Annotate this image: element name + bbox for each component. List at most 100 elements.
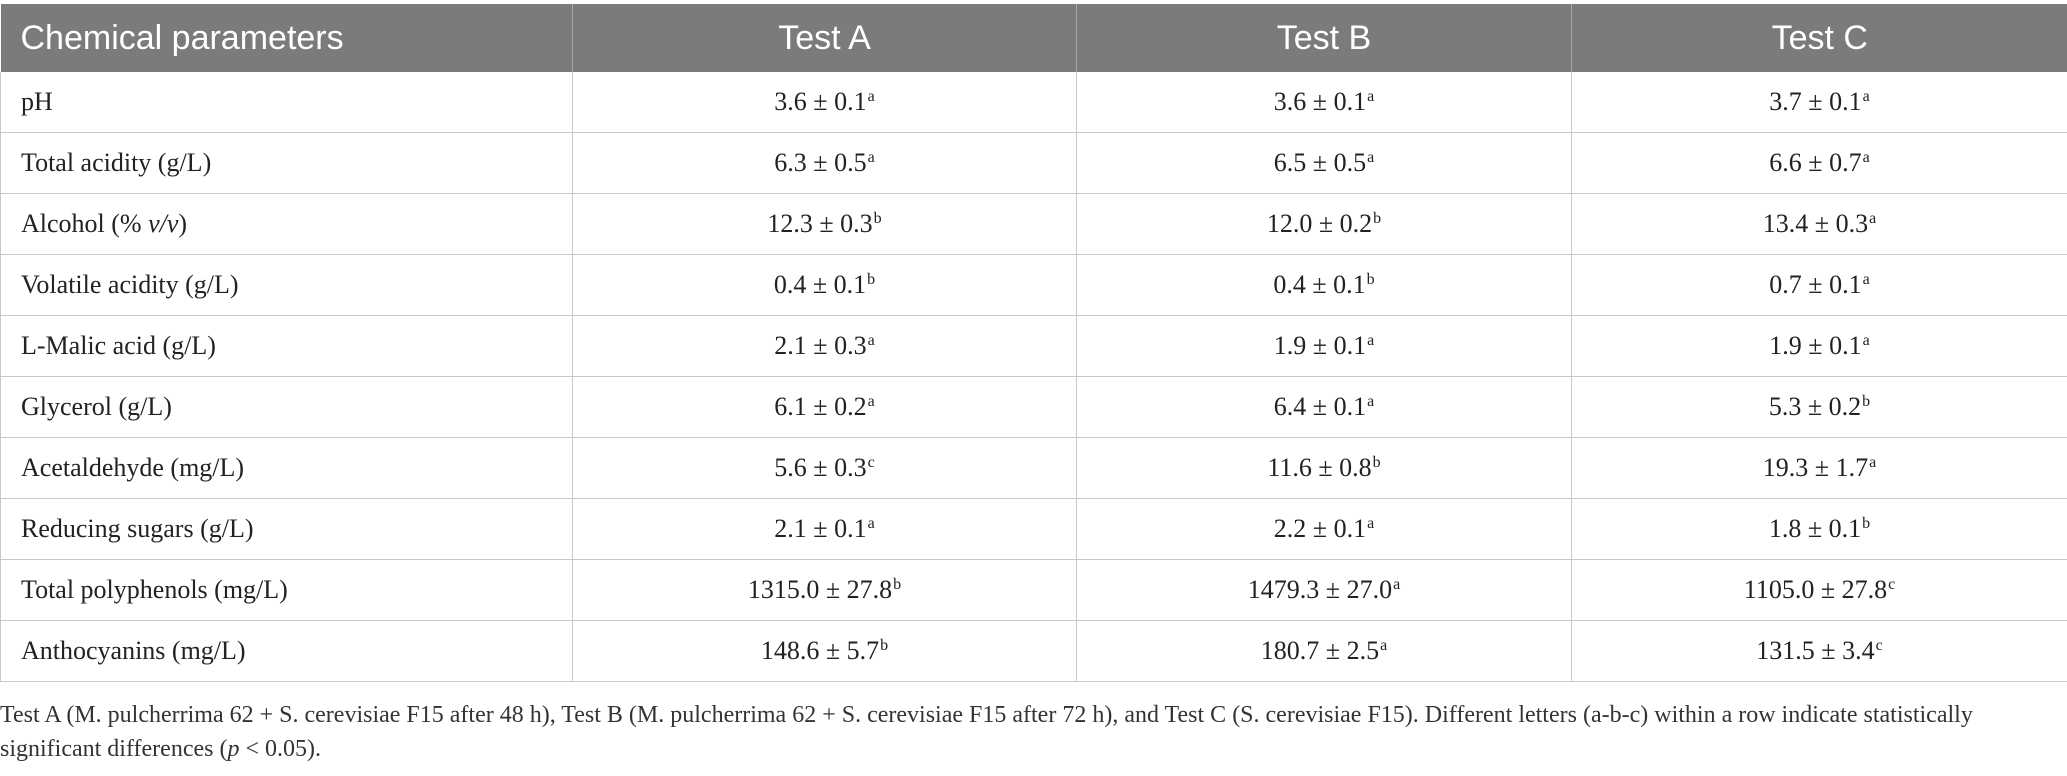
value-text: 2.1 ± 0.1	[774, 514, 867, 543]
value-text: 1.9 ± 0.1	[1769, 331, 1862, 360]
value-text: 12.3 ± 0.3	[767, 209, 873, 238]
value-text: 2.2 ± 0.1	[1273, 514, 1367, 543]
parameter-cell: Alcohol (% v/v)	[0, 193, 573, 255]
significance-letter: b	[873, 210, 882, 227]
parameter-label: Total acidity (g/L)	[21, 148, 212, 177]
value-text: 3.6 ± 0.1	[774, 87, 867, 116]
significance-letter: a	[1862, 332, 1870, 349]
value-text: 6.5 ± 0.5	[1273, 148, 1367, 177]
value-cell: 1.8 ± 0.1b	[1571, 498, 2067, 560]
value-cell: 2.1 ± 0.1a	[572, 498, 1077, 560]
significance-letter: a	[1367, 149, 1375, 166]
significance-letter: b	[1373, 210, 1382, 227]
value-text: 3.6 ± 0.1	[1273, 87, 1367, 116]
value-cell: 5.3 ± 0.2b	[1571, 376, 2067, 438]
value-cell: 148.6 ± 5.7b	[572, 620, 1077, 682]
value-text: 6.3 ± 0.5	[774, 148, 867, 177]
footnote-p-symbol: p	[227, 736, 240, 762]
value-cell: 131.5 ± 3.4c	[1571, 620, 2067, 682]
significance-letter: a	[867, 149, 875, 166]
value-text: 148.6 ± 5.7	[760, 636, 880, 665]
value-text: 0.4 ± 0.1	[1273, 270, 1366, 299]
table-row: Acetaldehyde (mg/L) 5.6 ± 0.3c 11.6 ± 0.8b…	[0, 437, 2067, 499]
parameter-label-tail: )	[178, 209, 188, 238]
parameter-cell: Total acidity (g/L)	[0, 132, 573, 194]
significance-letter: b	[1366, 271, 1375, 288]
value-cell: 1105.0 ± 27.8c	[1571, 559, 2067, 621]
value-text: 1.9 ± 0.1	[1273, 331, 1367, 360]
value-text: 2.1 ± 0.3	[774, 331, 867, 360]
value-text: 11.6 ± 0.8	[1267, 453, 1372, 482]
table-row: L-Malic acid (g/L) 2.1 ± 0.3a 1.9 ± 0.1a 1.…	[0, 315, 2067, 377]
value-cell: 180.7 ± 2.5a	[1076, 620, 1572, 682]
parameter-label: Alcohol (%	[21, 209, 149, 238]
parameter-cell: Anthocyanins (mg/L)	[0, 620, 573, 682]
table-row: Reducing sugars (g/L) 2.1 ± 0.1a 2.2 ± 0.1…	[0, 498, 2067, 560]
significance-letter: c	[867, 454, 875, 471]
table-body: pH 3.6 ± 0.1a 3.6 ± 0.1a 3.7 ± 0.1a Total ac…	[0, 72, 2067, 682]
header-test-c: Test C	[1571, 4, 2067, 72]
parameter-label: pH	[21, 87, 53, 116]
parameter-label: Volatile acidity (g/L)	[21, 270, 239, 299]
significance-letter: a	[1862, 149, 1870, 166]
table-row: Alcohol (% v/v) 12.3 ± 0.3b 12.0 ± 0.2b 13.…	[0, 193, 2067, 255]
significance-letter: a	[867, 88, 875, 105]
value-cell: 19.3 ± 1.7a	[1571, 437, 2067, 499]
value-text: 6.6 ± 0.7	[1769, 148, 1862, 177]
footnote-tail: < 0.05).	[239, 736, 321, 762]
significance-letter: a	[867, 393, 875, 410]
table-row: Glycerol (g/L) 6.1 ± 0.2a 6.4 ± 0.1a 5.3 ± …	[0, 376, 2067, 438]
significance-letter: a	[1862, 88, 1870, 105]
value-cell: 1.9 ± 0.1a	[1076, 315, 1572, 377]
parameter-label: Anthocyanins (mg/L)	[21, 636, 246, 665]
parameter-label: Reducing sugars (g/L)	[21, 514, 254, 543]
value-cell: 6.1 ± 0.2a	[572, 376, 1077, 438]
value-cell: 6.3 ± 0.5a	[572, 132, 1077, 194]
parameter-label: Glycerol (g/L)	[21, 392, 172, 421]
parameter-cell: Glycerol (g/L)	[0, 376, 573, 438]
value-cell: 3.7 ± 0.1a	[1571, 72, 2067, 133]
value-text: 131.5 ± 3.4	[1756, 636, 1875, 665]
significance-letter: a	[867, 515, 875, 532]
value-cell: 6.5 ± 0.5a	[1076, 132, 1572, 194]
value-text: 19.3 ± 1.7	[1762, 453, 1869, 482]
value-text: 1479.3 ± 27.0	[1247, 575, 1393, 604]
header-test-b: Test B	[1076, 4, 1572, 72]
parameter-label: L-Malic acid (g/L)	[21, 331, 216, 360]
value-text: 5.3 ± 0.2	[1768, 392, 1862, 421]
value-cell: 1315.0 ± 27.8b	[572, 559, 1077, 621]
value-text: 6.1 ± 0.2	[774, 392, 867, 421]
value-cell: 3.6 ± 0.1a	[572, 72, 1077, 133]
value-cell: 6.4 ± 0.1a	[1076, 376, 1572, 438]
header-test-a: Test A	[572, 4, 1077, 72]
chemical-parameters-table: Chemical parameters Test A Test B Test C…	[0, 4, 2067, 682]
value-cell: 1479.3 ± 27.0a	[1076, 559, 1572, 621]
parameter-cell: Reducing sugars (g/L)	[0, 498, 573, 560]
parameter-label: Acetaldehyde (mg/L)	[21, 453, 245, 482]
significance-letter: b	[1372, 454, 1381, 471]
significance-letter: a	[1869, 454, 1877, 471]
significance-letter: c	[1875, 637, 1883, 654]
significance-letter: a	[867, 332, 875, 349]
value-cell: 11.6 ± 0.8b	[1076, 437, 1572, 499]
value-cell: 13.4 ± 0.3a	[1571, 193, 2067, 255]
value-text: 1315.0 ± 27.8	[747, 575, 893, 604]
value-cell: 2.2 ± 0.1a	[1076, 498, 1572, 560]
significance-letter: a	[1367, 515, 1375, 532]
table-row: pH 3.6 ± 0.1a 3.6 ± 0.1a 3.7 ± 0.1a	[0, 72, 2067, 133]
significance-letter: a	[1367, 88, 1375, 105]
parameter-cell: Volatile acidity (g/L)	[0, 254, 573, 316]
significance-letter: a	[1862, 271, 1870, 288]
value-cell: 12.0 ± 0.2b	[1076, 193, 1572, 255]
value-text: 6.4 ± 0.1	[1273, 392, 1367, 421]
significance-letter: b	[1862, 515, 1871, 532]
value-text: 0.7 ± 0.1	[1769, 270, 1862, 299]
value-cell: 0.7 ± 0.1a	[1571, 254, 2067, 316]
parameter-cell: Total polyphenols (mg/L)	[0, 559, 573, 621]
parameter-cell: L-Malic acid (g/L)	[0, 315, 573, 377]
parameter-label: Total polyphenols (mg/L)	[21, 575, 288, 604]
value-cell: 3.6 ± 0.1a	[1076, 72, 1572, 133]
value-cell: 6.6 ± 0.7a	[1571, 132, 2067, 194]
value-text: 0.4 ± 0.1	[773, 270, 867, 299]
significance-letter: a	[1380, 637, 1388, 654]
